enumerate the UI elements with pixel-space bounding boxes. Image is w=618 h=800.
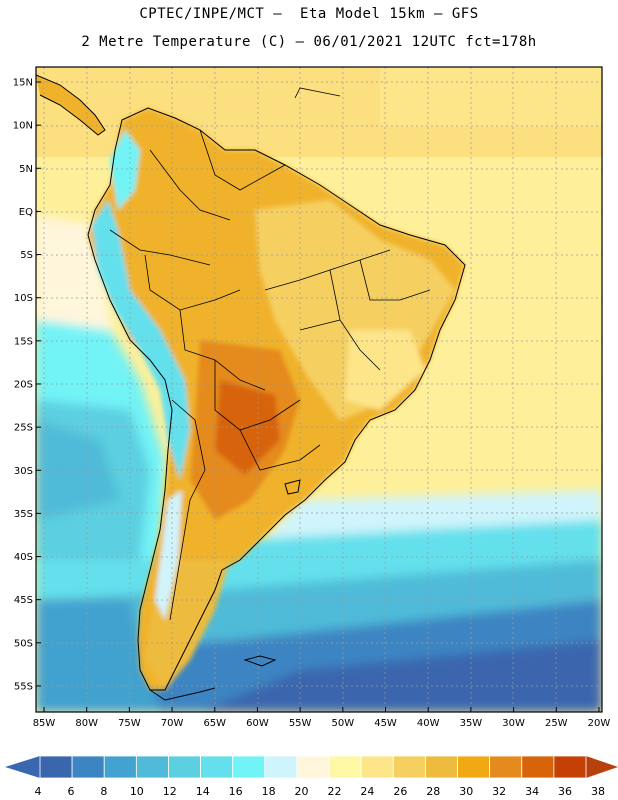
- country-borders: [109, 129, 431, 621]
- colorbar-low-arrow: [5, 756, 40, 778]
- colorbar-swatch: [135, 755, 169, 779]
- colorbar-label: 30: [459, 785, 473, 798]
- lat-label: 25S: [14, 423, 33, 434]
- colorbar-swatch: [553, 755, 587, 779]
- colorbar-swatch: [457, 755, 491, 779]
- colorbar-swatch: [168, 755, 201, 779]
- coastlines-and-borders: [36, 74, 466, 701]
- lat-label: 45S: [14, 595, 33, 606]
- lon-label: 20W: [588, 718, 611, 729]
- lat-label: 15N: [13, 78, 33, 89]
- colorbar-swatch: [232, 755, 266, 779]
- colorbar-label: 38: [591, 785, 605, 798]
- map-frame: [35, 66, 603, 713]
- colorbar-label: 8: [100, 785, 107, 798]
- lat-label: 55S: [14, 681, 33, 692]
- colorbar-swatch: [39, 755, 73, 779]
- colorbar-label: 28: [426, 785, 440, 798]
- lat-label: 20S: [14, 379, 33, 390]
- colorbar-label: 6: [67, 785, 74, 798]
- colorbar-swatch: [103, 755, 137, 779]
- colorbar: 4 6 8 10 12 14 16 18 20 22 24 26 28 30 32 34 36 38: [5, 755, 618, 798]
- lat-label: 30S: [14, 466, 33, 477]
- colorbar-label: 36: [558, 785, 572, 798]
- colorbar-label: 4: [35, 785, 42, 798]
- colorbar-swatch: [425, 755, 458, 779]
- colorbar-swatch: [71, 755, 105, 779]
- lat-label: 10N: [13, 121, 33, 132]
- colorbar-label: 20: [295, 785, 309, 798]
- colorbar-label: 24: [360, 785, 374, 798]
- lat-label: 5S: [20, 250, 33, 261]
- map-title-line-1: CPTEC/INPE/MCT – Eta Model 15km – GFS: [139, 6, 479, 22]
- lat-label: 10S: [14, 293, 33, 304]
- lon-label: 80W: [75, 718, 98, 729]
- lat-label: EQ: [19, 207, 33, 218]
- colorbar-high-arrow: [586, 756, 618, 778]
- lon-label: 30W: [502, 718, 525, 729]
- colorbar-label: 10: [130, 785, 144, 798]
- lon-label: 25W: [545, 718, 568, 729]
- colorbar-label: 12: [163, 785, 177, 798]
- colorbar-swatch: [392, 755, 426, 779]
- colorbar-label: 14: [196, 785, 210, 798]
- graticule: [36, 67, 602, 712]
- colorbar-swatch: [360, 755, 394, 779]
- lon-label: 65W: [203, 718, 226, 729]
- colorbar-swatch: [521, 755, 555, 779]
- colorbar-label: 34: [525, 785, 539, 798]
- latitude-axis: 15N 10N 5N EQ 5S 10S 15S 20S 25S 30S 35S 40S 45S 50S 5…: [13, 78, 41, 692]
- lon-label: 45W: [374, 718, 397, 729]
- colorbar-swatch: [200, 755, 234, 779]
- lon-label: 60W: [246, 718, 269, 729]
- colorbar-swatch: [296, 755, 330, 779]
- colorbar-label: 32: [492, 785, 506, 798]
- longitude-axis: 85W 80W 75W 70W 65W 60W 55W 50W 45W 40W 35W 30W 25W 2…: [33, 707, 611, 729]
- colorbar-label: 18: [262, 785, 276, 798]
- lon-label: 40W: [417, 718, 440, 729]
- lon-label: 55W: [289, 718, 312, 729]
- colorbar-swatch: [328, 755, 362, 779]
- lon-label: 70W: [161, 718, 184, 729]
- lat-label: 5N: [19, 164, 33, 175]
- lat-label: 35S: [14, 509, 33, 520]
- colorbar-label: 16: [229, 785, 243, 798]
- lat-label: 50S: [14, 638, 33, 649]
- colorbar-swatch: [264, 755, 298, 779]
- lon-label: 35W: [460, 718, 483, 729]
- temperature-field: [36, 67, 602, 712]
- lon-label: 75W: [118, 718, 141, 729]
- lon-label: 85W: [33, 718, 56, 729]
- colorbar-swatch: [489, 755, 523, 779]
- lat-label: 15S: [14, 336, 33, 347]
- lat-label: 40S: [14, 552, 33, 563]
- colorbar-label: 26: [393, 785, 407, 798]
- map-title-line-2: 2 Metre Temperature (C) – 06/01/2021 12U…: [81, 34, 537, 50]
- colorbar-label: 22: [327, 785, 341, 798]
- lon-label: 50W: [332, 718, 355, 729]
